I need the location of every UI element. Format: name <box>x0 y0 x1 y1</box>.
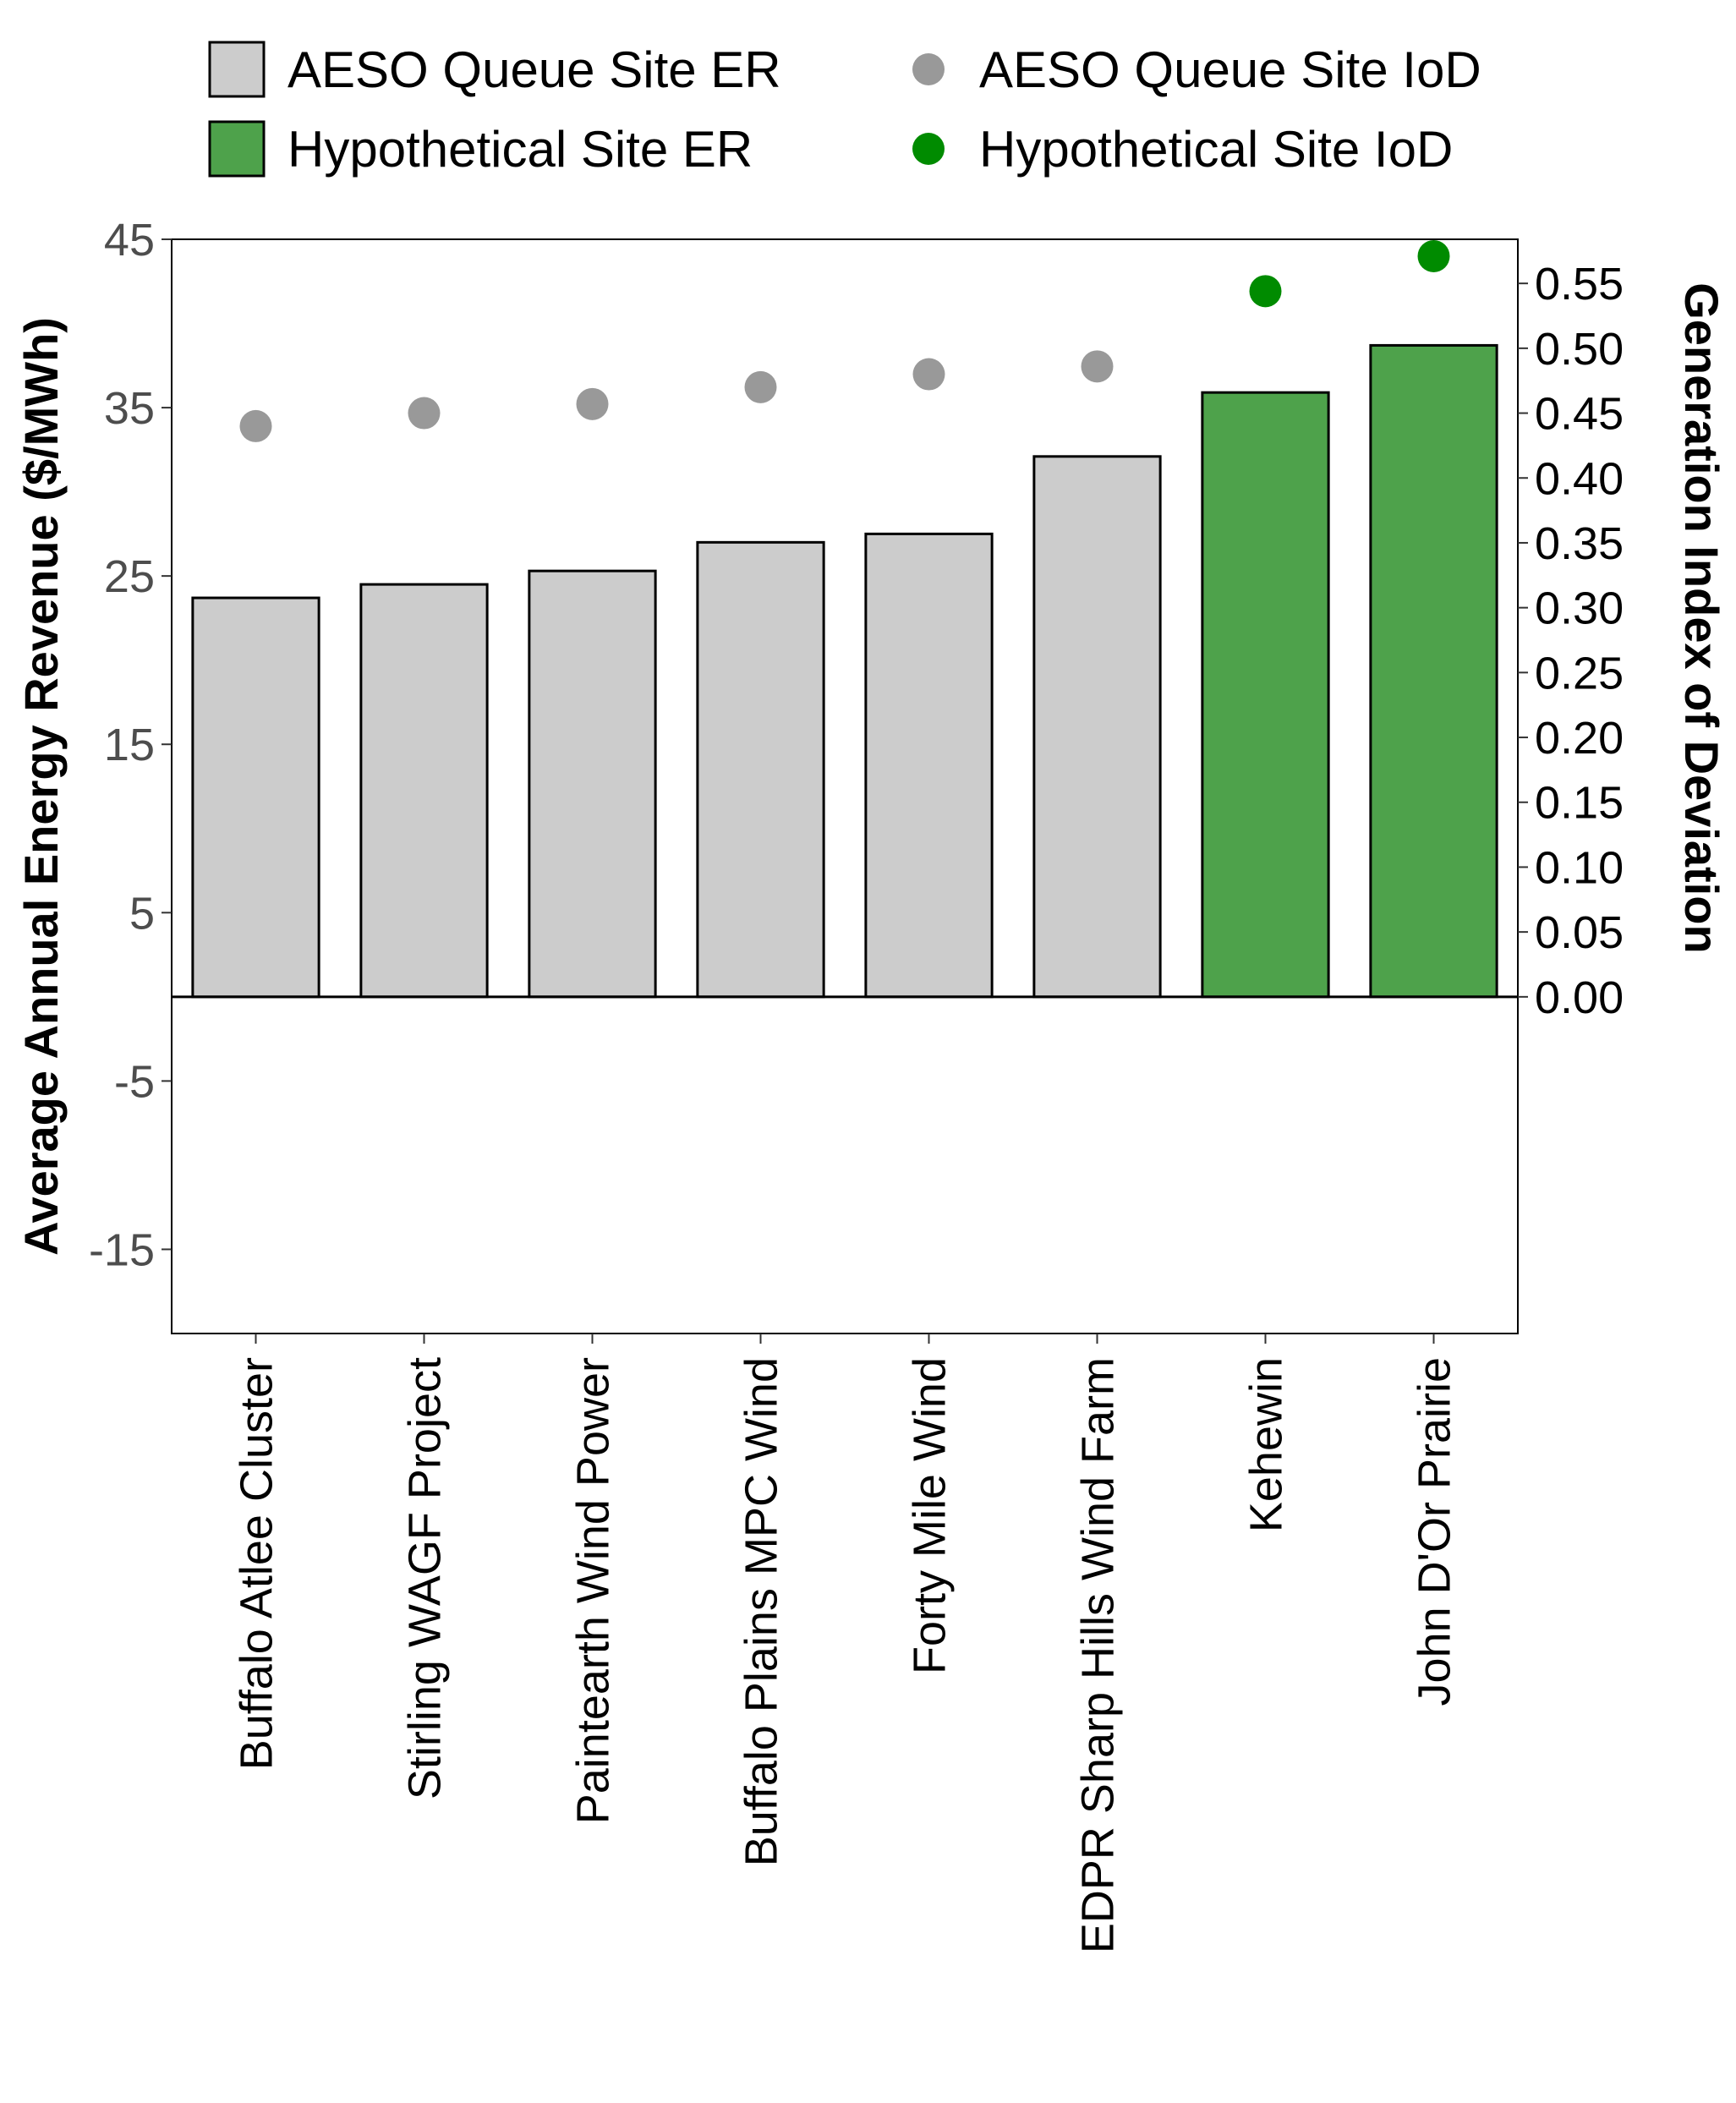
bar-4 <box>864 532 994 999</box>
right-tick-label: 0.50 <box>1535 324 1624 375</box>
category-label-3: Buffalo Plains MPC Wind <box>737 1357 787 1866</box>
left-tick-label: 45 <box>104 215 155 266</box>
left-tick-label: 15 <box>104 720 155 770</box>
bar-3 <box>696 540 825 999</box>
bar-6 <box>1201 391 1330 999</box>
iod-point-7 <box>1417 239 1450 272</box>
legend-key-1 <box>912 53 945 85</box>
legend-label-3: Hypothetical Site IoD <box>979 121 1453 178</box>
iod-point-2 <box>576 387 609 420</box>
left-tick-label: -15 <box>89 1224 155 1275</box>
right-tick-label: 0.45 <box>1535 389 1624 440</box>
right-tick-label: 0.10 <box>1535 842 1624 893</box>
right-tick-label: 0.40 <box>1535 453 1624 504</box>
left-axis: 45 35 25 15 5 -5 -15 <box>89 215 172 1275</box>
y2-axis-title: Generation Index of Deviation <box>1675 282 1728 953</box>
right-tick-label: 0.35 <box>1535 518 1624 569</box>
category-label-4: Forty Mile Wind <box>905 1357 956 1674</box>
right-axis: 0.55 0.50 0.45 0.40 0.35 0.30 0.25 0.20 0.15 0.10… <box>1518 259 1624 1023</box>
category-label-5: EDPR Sharp Hills Wind Farm <box>1073 1357 1124 1953</box>
iod-point-0 <box>239 409 272 442</box>
category-label-6: Kehewin <box>1241 1357 1292 1532</box>
bars <box>191 343 1498 999</box>
category-label-1: Stirling WAGF Project <box>400 1357 451 1799</box>
legend-label-0: AESO Queue Site ER <box>288 41 781 98</box>
iod-points <box>239 239 1450 442</box>
right-tick-label: 0.25 <box>1535 648 1624 698</box>
iod-point-5 <box>1081 350 1114 383</box>
category-label-2: Paintearth Wind Power <box>568 1357 619 1824</box>
iod-point-4 <box>912 358 945 391</box>
y-axis-title: Average Annual Energy Revenue ($/MWh) <box>14 317 68 1256</box>
bar-5 <box>1032 455 1162 999</box>
legend-label-2: Hypothetical Site ER <box>288 121 753 178</box>
right-tick-label: 0.00 <box>1535 972 1624 1023</box>
iod-point-1 <box>408 397 441 430</box>
left-tick-label: 35 <box>104 383 155 434</box>
right-tick-label: 0.20 <box>1535 713 1624 764</box>
bar-7 <box>1369 343 1498 999</box>
category-label-7: John D'Or Prairie <box>1410 1357 1460 1706</box>
iod-point-6 <box>1249 275 1282 308</box>
legend-key-0 <box>208 41 266 98</box>
right-tick-label: 0.30 <box>1535 583 1624 634</box>
iod-point-3 <box>744 370 777 403</box>
legend-key-3 <box>912 133 945 165</box>
x-axis: Buffalo Atlee Cluster Stirling WAGF Proje… <box>232 1334 1460 1953</box>
bar-0 <box>191 596 320 999</box>
right-tick-label: 0.05 <box>1535 907 1624 958</box>
right-tick-label: 0.15 <box>1535 778 1624 829</box>
left-tick-label: 25 <box>104 551 155 602</box>
left-tick-label: 5 <box>129 888 155 939</box>
bar-2 <box>528 569 657 999</box>
legend-label-1: AESO Queue Site IoD <box>979 41 1481 98</box>
legend-key-2 <box>208 120 266 178</box>
legend: AESO Queue Site ER AESO Queue Site IoD Hyp… <box>208 41 1481 178</box>
category-label-0: Buffalo Atlee Cluster <box>232 1357 282 1770</box>
bar-1 <box>359 583 489 999</box>
left-tick-label: -5 <box>114 1056 155 1107</box>
right-tick-label: 0.55 <box>1535 259 1624 309</box>
